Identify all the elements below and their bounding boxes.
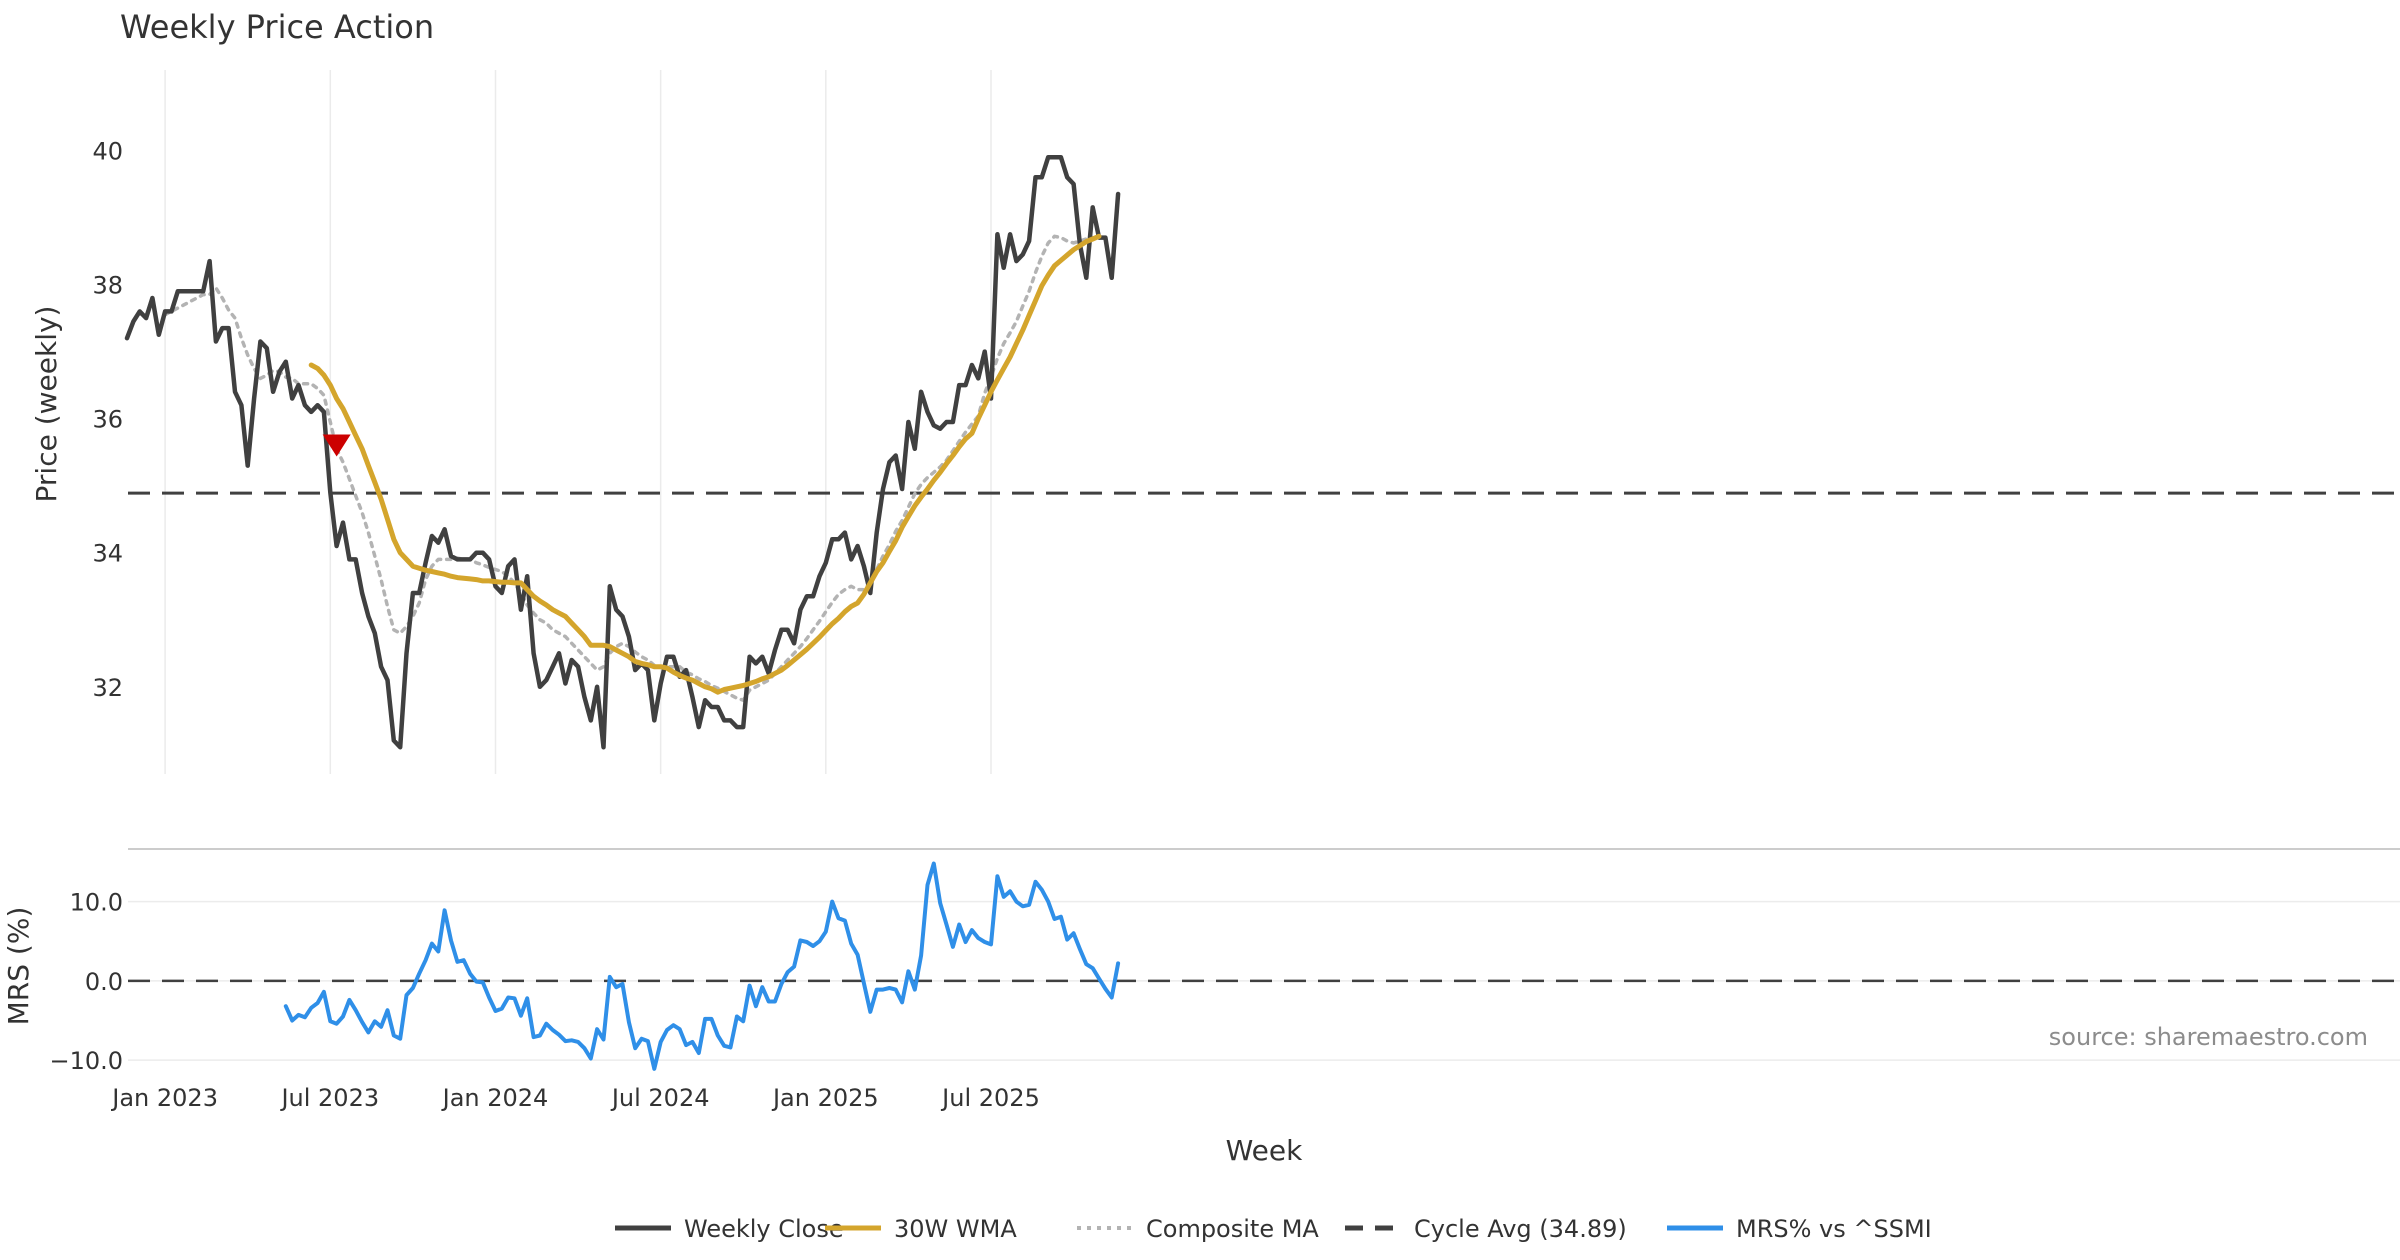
price-y-tick-label: 32 (92, 674, 123, 702)
mrs-y-axis-label: MRS (%) (2, 907, 35, 1026)
price-panel-series (124, 154, 2400, 750)
price-panel-grid (164, 70, 992, 774)
legend-item: 30W WMA (825, 1215, 1017, 1243)
legend-item: Weekly Close (615, 1215, 844, 1243)
legend-item: Cycle Avg (34.89) (1345, 1215, 1627, 1243)
price-y-tick-label: 38 (92, 272, 123, 300)
price-y-tick-label: 40 (92, 137, 123, 165)
x-tick-label: Jul 2023 (279, 1084, 379, 1112)
mrs-y-tick-label: −10.0 (49, 1047, 123, 1075)
mrs-y-axis: −10.0 0.0 10.0 (49, 889, 123, 1076)
legend-label: MRS% vs ^SSMI (1736, 1215, 1932, 1243)
mrs-y-tick-label: 0.0 (85, 968, 123, 996)
legend-label: 30W WMA (894, 1215, 1017, 1243)
price-y-tick-label: 34 (92, 540, 123, 568)
legend-label: Cycle Avg (34.89) (1414, 1215, 1627, 1243)
legend-label: Weekly Close (684, 1215, 844, 1243)
source-annotation: source: sharemaestro.com (2049, 1023, 2368, 1051)
sell-signal-marker (322, 434, 351, 457)
legend-label: Composite MA (1146, 1215, 1319, 1243)
legend-item: Composite MA (1077, 1215, 1319, 1243)
legend: Weekly Close 30W WMA Composite MA Cycle Avg… (615, 1215, 1932, 1243)
x-tick-label: Jul 2024 (610, 1084, 710, 1112)
x-axis-label: Week (1226, 1134, 1303, 1167)
price-y-axis-label: Price (weekly) (30, 306, 63, 503)
price-y-axis: 32 34 36 38 40 (92, 137, 123, 701)
mrs-line (283, 861, 1121, 1071)
x-tick-label: Jan 2024 (441, 1084, 549, 1112)
weekly-close-line (124, 154, 1121, 750)
x-tick-label: Jan 2025 (771, 1084, 879, 1112)
price-y-tick-label: 36 (92, 406, 123, 434)
mrs-y-tick-label: 10.0 (70, 889, 123, 917)
x-tick-label: Jan 2023 (110, 1084, 218, 1112)
x-tick-label: Jul 2025 (940, 1084, 1040, 1112)
x-axis: Jan 2023 Jul 2023 Jan 2024 Jul 2024 Jan 2025… (110, 1084, 1040, 1112)
30w-wma-line (308, 233, 1102, 695)
legend-item: MRS% vs ^SSMI (1667, 1215, 1932, 1243)
mrs-panel-series (128, 861, 2400, 1071)
chart-title: Weekly Price Action (120, 8, 434, 46)
